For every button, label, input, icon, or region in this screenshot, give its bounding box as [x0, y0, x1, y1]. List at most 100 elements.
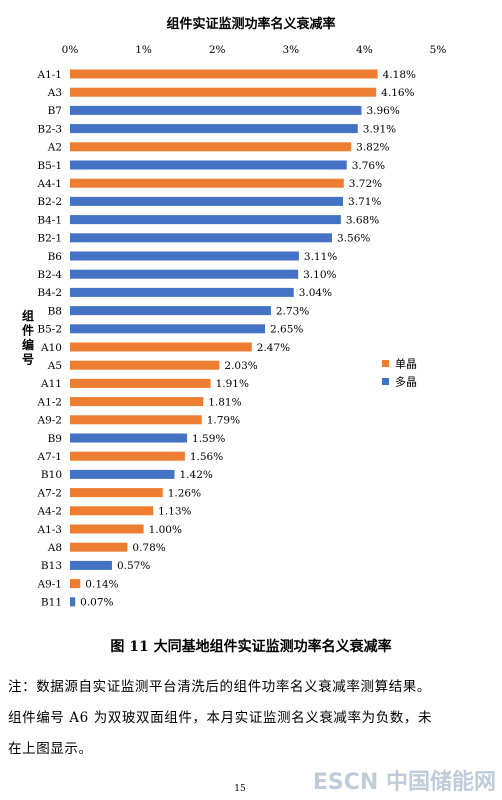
data-label: 3.11%: [304, 251, 337, 263]
category-label: A7-1: [37, 451, 63, 463]
category-label: A1-2: [37, 396, 63, 408]
data-label: 1.42%: [180, 469, 213, 481]
category-label: B6: [48, 251, 63, 263]
data-label: 2.03%: [224, 360, 257, 372]
data-label: 1.59%: [192, 433, 225, 445]
bar: [70, 342, 252, 352]
data-label: 4.16%: [381, 87, 414, 99]
category-label: A7-2: [37, 487, 63, 499]
x-tick-label: 0%: [62, 44, 79, 56]
bar: [70, 124, 358, 134]
bar: [70, 142, 352, 152]
category-label: A4-1: [37, 178, 63, 190]
bar: [70, 215, 341, 225]
bar: [70, 597, 76, 607]
x-tick-label: 4%: [356, 44, 373, 56]
data-label: 3.04%: [299, 287, 332, 299]
category-label: B11: [41, 597, 62, 609]
data-label: 3.76%: [352, 160, 385, 172]
bar: [70, 360, 220, 370]
bar: [70, 378, 211, 388]
legend-label: 单晶: [395, 358, 417, 371]
bar-series: A1-1 4.18% A3 4.16% B7 3.96% B2-3 3.91% A2 3.82% B…: [37, 69, 417, 609]
bar: [70, 287, 294, 297]
y-axis-title: 组件编号: [21, 308, 34, 367]
data-label: 0.07%: [80, 597, 113, 609]
y-axis-label: 组件编号: [21, 308, 34, 367]
bar: [70, 415, 202, 425]
bar: [70, 178, 344, 188]
category-label: B13: [41, 560, 62, 572]
category-label: B4-1: [37, 214, 62, 226]
category-label: B7: [48, 105, 62, 117]
category-label: A1-3: [37, 524, 63, 536]
data-label: 0.14%: [85, 578, 118, 590]
bar: [70, 524, 144, 534]
note-line-3: 在上图显示。: [8, 741, 93, 757]
bar: [70, 433, 188, 443]
category-label: B5-2: [37, 324, 62, 336]
bar: [70, 251, 299, 261]
data-label: 3.96%: [366, 105, 399, 117]
figure-caption: 图 11 大同基地组件实证监测功率名义衰减率: [110, 639, 392, 655]
data-label: 2.65%: [270, 324, 303, 336]
bar: [70, 397, 204, 407]
bar: [70, 324, 266, 334]
category-label: B2-1: [37, 233, 62, 245]
x-tick-label: 5%: [430, 44, 447, 56]
category-label: B9: [48, 433, 62, 445]
category-label: B2-2: [37, 196, 62, 208]
chart-title: 组件实证监测功率名义衰减率: [166, 16, 335, 32]
category-label: B2-3: [37, 123, 62, 135]
data-label: 1.26%: [168, 487, 201, 499]
category-label: A3: [47, 87, 62, 99]
data-label: 0.78%: [132, 542, 165, 554]
category-label: A2: [47, 142, 62, 154]
category-label: A11: [40, 378, 62, 390]
category-label: A9-2: [37, 415, 63, 427]
bar: [70, 160, 347, 170]
category-label: A4-2: [37, 506, 63, 518]
category-label: A8: [47, 542, 62, 554]
data-label: 0.57%: [117, 560, 150, 572]
data-label: 1.13%: [158, 506, 191, 518]
bar-chart: 组件实证监测功率名义衰减率 0% 1% 2% 3% 4% 5% 组件编号 A1-1 4.18…: [21, 16, 447, 609]
note-line-1: 注：数据源自实证监测平台清洗后的组件功率名义衰减率测算结果。: [8, 679, 431, 695]
data-label: 3.68%: [346, 214, 379, 226]
category-label: B4-2: [37, 287, 62, 299]
category-label: A5: [47, 360, 62, 372]
bar: [70, 451, 185, 461]
category-label: A1-1: [37, 69, 63, 81]
bar: [70, 87, 377, 97]
x-axis: 0% 1% 2% 3% 4% 5%: [62, 44, 447, 56]
legend-swatch: [382, 360, 389, 367]
category-label: B8: [48, 305, 62, 317]
data-label: 1.81%: [208, 396, 241, 408]
data-label: 3.56%: [337, 233, 370, 245]
bar: [70, 269, 299, 279]
bar: [70, 196, 344, 206]
category-label: A10: [40, 342, 62, 354]
bar: [70, 560, 112, 570]
data-label: 3.82%: [356, 142, 389, 154]
data-label: 4.18%: [383, 69, 416, 81]
x-tick-label: 2%: [209, 44, 226, 56]
bar: [70, 306, 271, 316]
category-label: A9-1: [37, 578, 63, 590]
page-number: 15: [234, 784, 246, 794]
bar: [70, 233, 333, 243]
data-label: 1.56%: [190, 451, 223, 463]
data-label: 3.91%: [363, 123, 396, 135]
data-label: 2.47%: [257, 342, 290, 354]
data-label: 1.00%: [149, 524, 182, 536]
data-label: 3.71%: [348, 196, 381, 208]
data-label: 1.91%: [216, 378, 249, 390]
x-tick-label: 3%: [282, 44, 299, 56]
watermark-logo: ESCN 中国储能网: [312, 770, 496, 795]
bar: [70, 506, 154, 516]
bar: [70, 105, 362, 115]
bar: [70, 542, 128, 552]
data-label: 3.10%: [303, 269, 336, 281]
bar: [70, 488, 163, 498]
